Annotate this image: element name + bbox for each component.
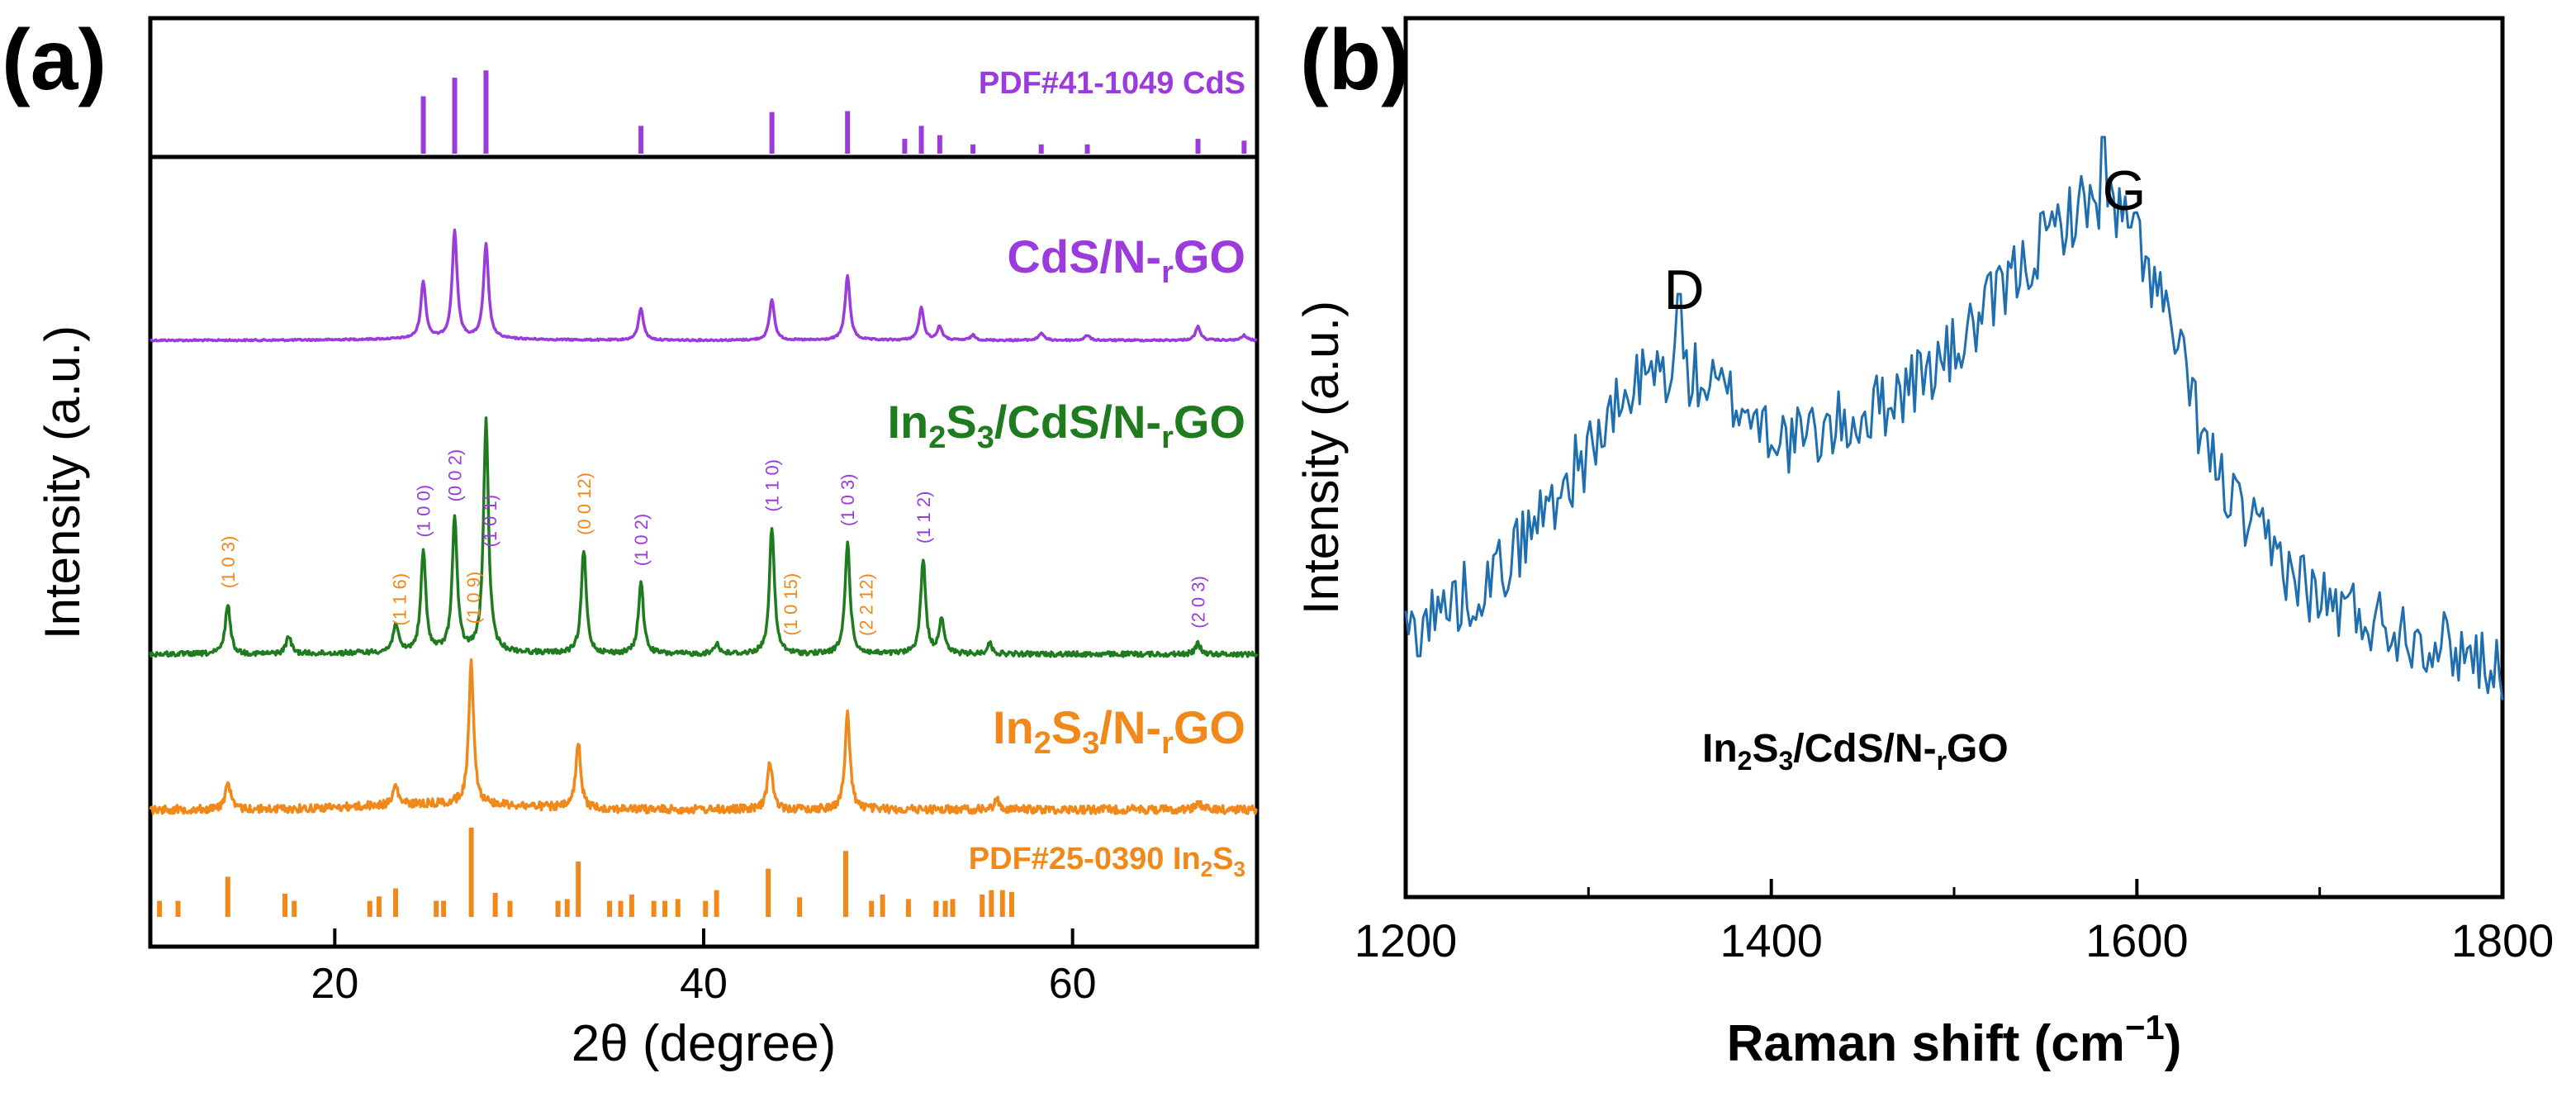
legend-in2s3-nrgo-part-7: GO	[1174, 701, 1245, 753]
legend-in2s3-cds-nrgo-part-2: 2	[928, 420, 946, 455]
ref-label-in2s3: PDF#25-0390 In2S3	[969, 842, 1245, 881]
xrd-series	[149, 228, 1259, 815]
x-tick-label: 60	[1049, 960, 1097, 1008]
peak-annotation: (1 0 9)	[463, 572, 484, 624]
sample-label-part-7: GO	[1947, 727, 2009, 771]
panel-b-x-axis-label-main: Raman shift (cm	[1727, 1015, 2125, 1072]
panel-b-x-axis-label-sup: −1	[2125, 1008, 2165, 1047]
x-tick-label: 1200	[1354, 914, 1458, 966]
peak-annotation: (1 0 0)	[414, 485, 434, 538]
legend-in2s3-cds-nrgo-part-6: r	[1161, 420, 1174, 455]
peak-annotation: (1 1 0)	[762, 459, 783, 512]
band-label-g: G	[2103, 159, 2147, 222]
ref-label-in2s3-part-2: 2	[1201, 857, 1212, 881]
raman-trace	[1404, 135, 2504, 700]
legend-in2s3-cds-nrgo-part-3: S	[946, 396, 976, 448]
ref-label-in2s3-part-4: 3	[1234, 857, 1245, 881]
panel-b-x-axis-label: Raman shift (cm−1)	[1727, 1008, 2182, 1072]
sample-label-part-6: r	[1937, 746, 1947, 776]
sample-label-part-3: S	[1752, 727, 1778, 771]
legend-in2s3-nrgo-part-3: S	[1051, 701, 1082, 753]
peak-annotations: (1 0 3) (1 1 6) (1 0 0) (0 0 2) (1 0 9) (1 0 …	[218, 449, 1209, 636]
legend-in2s3-nrgo-part-5: /N-	[1099, 701, 1161, 753]
peak-annotation: (2 2 12)	[856, 573, 877, 636]
ref-label-in2s3-part-3: S	[1212, 842, 1233, 876]
legend-in2s3-nrgo-part-1: In	[993, 701, 1034, 753]
xrd-trace	[149, 658, 1259, 815]
sample-label-part-1: In	[1702, 727, 1738, 771]
ref-label-cds: PDF#41-1049 CdS	[979, 66, 1245, 101]
x-tick-label: 1400	[1720, 914, 1823, 966]
peak-annotation: (1 0 3)	[218, 536, 239, 589]
peak-annotation: (1 0 2)	[631, 514, 652, 567]
panel-a-label: (a)	[2, 12, 107, 108]
xrd-trace	[149, 416, 1259, 658]
legend-cds-nrgo-part-3: GO	[1174, 230, 1245, 282]
legend-cds-nrgo-part-1: CdS/N-	[1007, 230, 1161, 282]
panel-b: (b) 1200 1400 1600 1800 D G In2S3/CdS/N-rGO…	[1293, 12, 2554, 1072]
x-tick-label: 40	[680, 960, 728, 1008]
peak-annotation: (1 1 2)	[913, 491, 934, 544]
sample-label-part-2: 2	[1738, 746, 1753, 776]
legend-in2s3-nrgo-part-4: 3	[1082, 726, 1099, 761]
peak-annotation: (1 0 15)	[780, 573, 801, 636]
raman-series	[1404, 135, 2504, 700]
panel-a-y-axis-label: Intensity (a.u.)	[35, 325, 90, 639]
ref-label-cds-text: PDF#41-1049 CdS	[979, 66, 1245, 101]
legend-in2s3-cds-nrgo-part-7: GO	[1174, 396, 1245, 448]
xrd-trace	[149, 228, 1258, 343]
x-tick-label: 1800	[2451, 914, 2555, 966]
legend-in2s3-cds-nrgo-part-1: In	[887, 396, 928, 448]
peak-annotation: (0 0 12)	[574, 472, 595, 535]
panel-a-x-axis: 20 40 60	[311, 928, 1097, 1008]
legend-cds-nrgo: CdS/N-rGO	[1007, 230, 1245, 290]
panel-b-x-axis-label-end: )	[2165, 1015, 2182, 1072]
legend-in2s3-nrgo-part-2: 2	[1034, 726, 1051, 761]
legend-in2s3-cds-nrgo-part-4: 3	[977, 420, 994, 455]
legend-in2s3-cds-nrgo: In2S3/CdS/N-rGO	[887, 396, 1245, 455]
panel-b-x-axis: 1200 1400 1600 1800	[1354, 879, 2555, 966]
band-label-d: D	[1663, 259, 1704, 321]
peak-annotation: (2 0 3)	[1188, 576, 1209, 629]
peak-annotation: (1 0 1)	[480, 495, 500, 548]
panel-b-y-axis-label: Intensity (a.u.)	[1293, 301, 1349, 615]
x-tick-label: 20	[311, 960, 358, 1008]
peak-annotation: (1 1 6)	[390, 573, 410, 626]
sample-label-part-5: /CdS/N-	[1793, 727, 1936, 771]
x-tick-label: 1600	[2085, 914, 2189, 966]
panel-b-label: (b)	[1300, 12, 1410, 108]
panel-a: (a) 20 40 60 (1 0 3)(1 1 6)(1 0 0)(0 0 2)(…	[2, 12, 1260, 1072]
legend-cds-nrgo-part-2: r	[1161, 255, 1174, 290]
legend-in2s3-nrgo: In2S3/N-rGO	[993, 701, 1245, 761]
reference-patterns	[157, 70, 1247, 917]
peak-annotation: (0 0 2)	[445, 449, 466, 502]
peak-annotation: (1 0 3)	[837, 473, 858, 526]
legend-in2s3-cds-nrgo-part-5: /CdS/N-	[994, 396, 1161, 448]
panel-b-sample-label: In2S3/CdS/N-rGO	[1702, 727, 2009, 776]
sample-label-part-4: 3	[1778, 746, 1793, 776]
legend-in2s3-nrgo-part-6: r	[1161, 726, 1174, 761]
ref-label-in2s3-part-1: PDF#25-0390 In	[969, 842, 1201, 876]
panel-a-x-axis-label: 2θ (degree)	[572, 1015, 837, 1072]
